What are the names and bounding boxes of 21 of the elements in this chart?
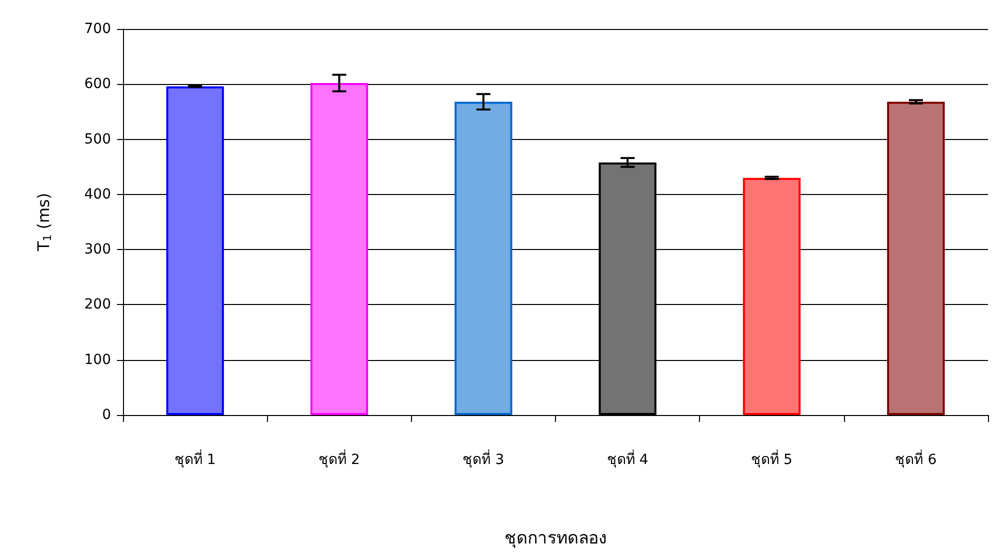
y-axis-title: T1 (ms) (34, 192, 54, 252)
x-tick-label: ชุดที่ 6 (895, 450, 937, 468)
x-tick-label: ชุดที่ 4 (606, 450, 648, 468)
y-tick-label: 700 (84, 21, 111, 37)
bar (310, 83, 368, 415)
x-tick-label: ชุดที่ 3 (462, 450, 504, 468)
y-tick-label: 0 (102, 407, 111, 423)
y-tick-label: 600 (84, 76, 111, 92)
x-tick-label: ชุดที่ 1 (174, 450, 216, 468)
y-tick-label: 100 (84, 352, 111, 368)
y-tick-label: 300 (84, 242, 111, 258)
bar (166, 86, 224, 415)
bar (742, 178, 801, 415)
x-tick-label: ชุดที่ 5 (751, 450, 792, 468)
y-tick-label: 400 (84, 186, 111, 202)
bar (454, 102, 512, 415)
x-tick-label: ชุดที่ 2 (318, 450, 360, 468)
y-tick-label: 500 (84, 131, 111, 148)
bar (887, 102, 945, 415)
y-tick-label: 200 (84, 296, 111, 313)
x-axis-title: ชุดการทดลอง (504, 528, 606, 548)
